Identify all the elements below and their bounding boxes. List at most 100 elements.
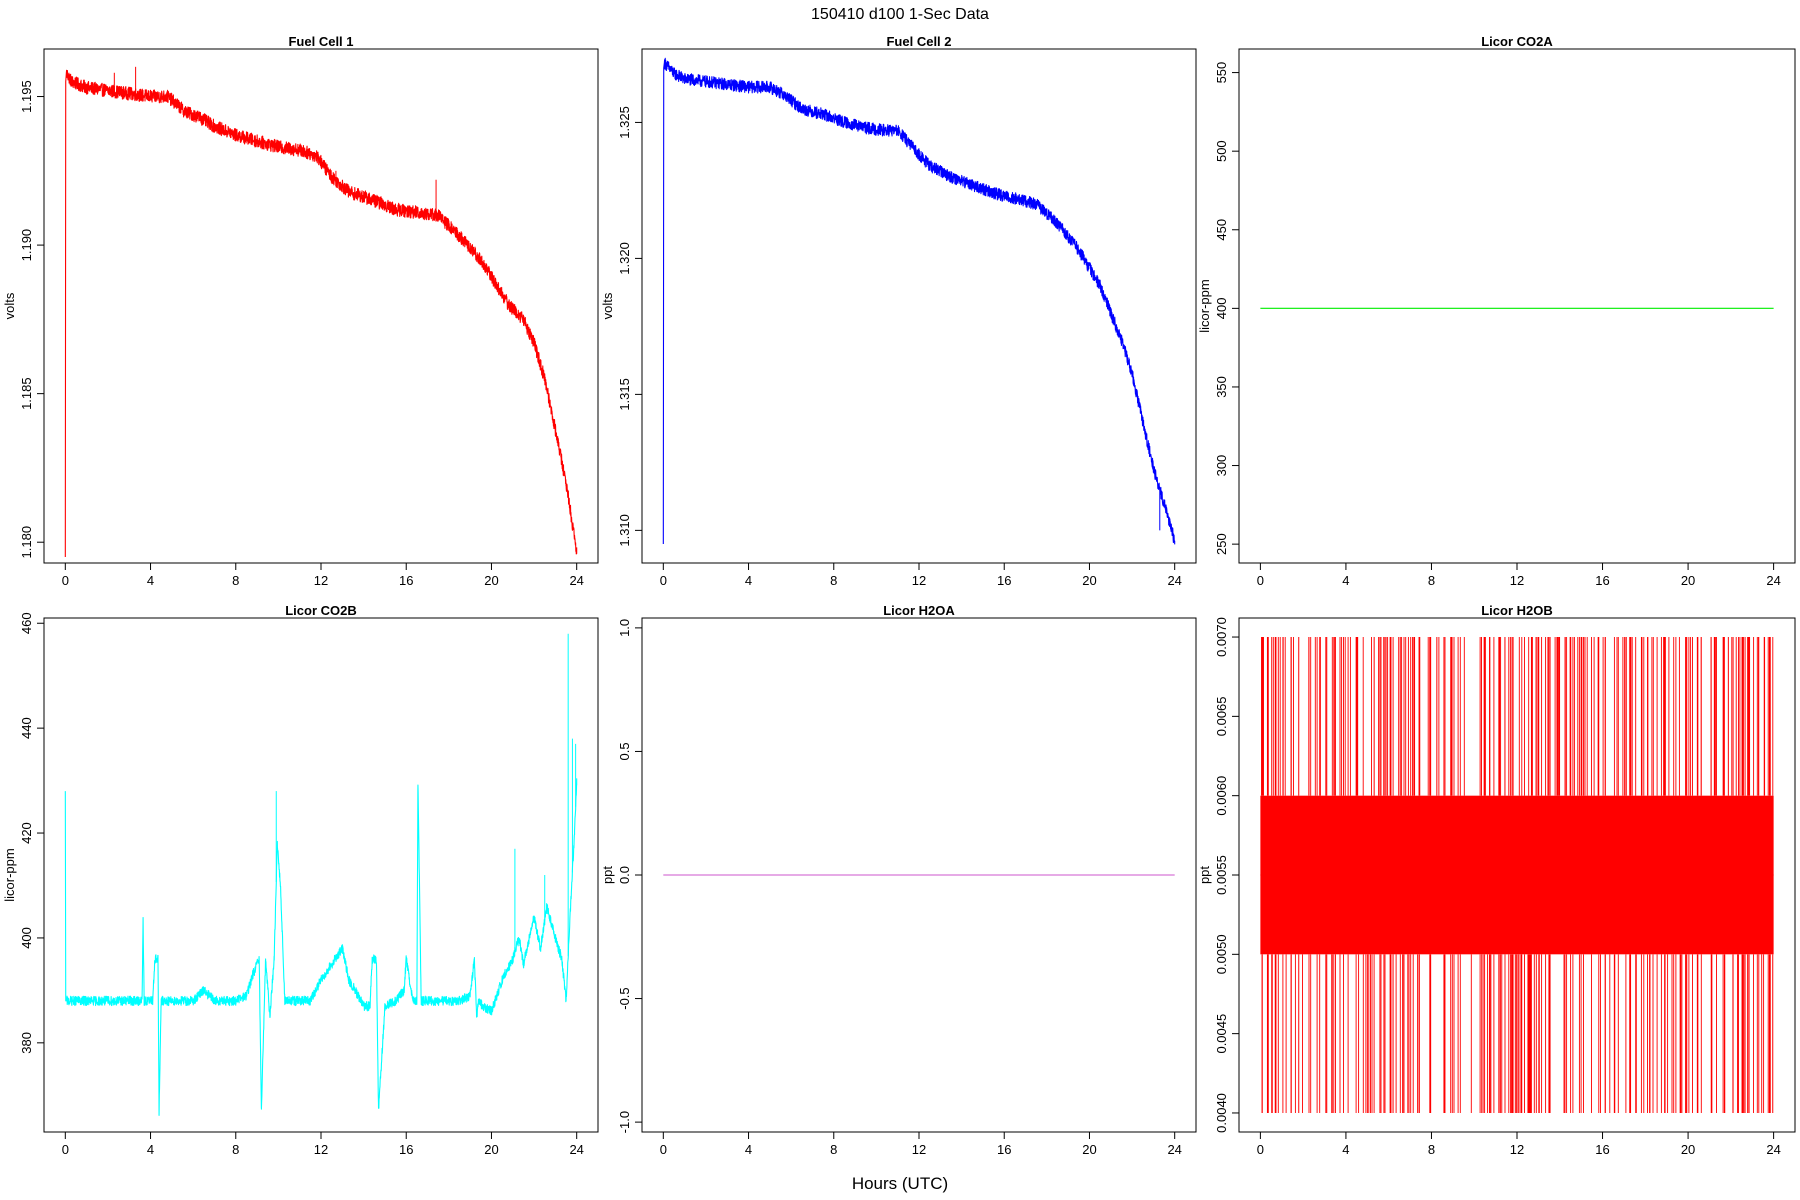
y-tick-label: 450 [1214, 219, 1229, 241]
x-tick-label: 4 [147, 573, 154, 588]
y-tick-label: 0.0070 [1214, 617, 1229, 657]
y-tick-label: 350 [1214, 376, 1229, 398]
y-axis-label: volts [2, 292, 17, 319]
x-tick-label: 8 [232, 573, 239, 588]
x-tick-label: 0 [1257, 1142, 1264, 1157]
x-tick-label: 16 [399, 1142, 413, 1157]
y-tick-label: -1.0 [617, 1111, 632, 1133]
x-tick-label: 4 [1342, 1142, 1349, 1157]
y-tick-label: 300 [1214, 455, 1229, 477]
y-axis-label: volts [600, 292, 615, 319]
chart-panel: Licor H2OB 0 4 8 12 16 20 24 0.0040 0.0045 0.0050 0… [1197, 603, 1796, 1157]
y-tick-label: 0.0065 [1214, 696, 1229, 736]
x-tick-label: 0 [62, 573, 69, 588]
x-tick-label: 0 [660, 1142, 667, 1157]
x-tick-label: 24 [1167, 573, 1181, 588]
x-tick-label: 8 [1428, 573, 1435, 588]
y-tick-label: 550 [1214, 62, 1229, 84]
panel-title: Licor CO2A [1481, 34, 1553, 49]
data-layer [64, 633, 578, 1116]
x-tick-label: 16 [1595, 1142, 1609, 1157]
y-tick-label: 380 [19, 1032, 34, 1054]
chart-panel: Licor CO2A 0 4 8 12 16 20 24 250 300 350 400 450 500 5… [1197, 34, 1796, 588]
panel-title: Licor H2OA [883, 603, 955, 618]
x-tick-label: 16 [997, 1142, 1011, 1157]
x-tick-label: 0 [660, 573, 667, 588]
panel-title: Fuel Cell 2 [886, 34, 951, 49]
y-tick-label: 1.315 [617, 378, 632, 411]
x-tick-label: 20 [1082, 573, 1096, 588]
x-tick-label: 0 [62, 1142, 69, 1157]
data-series-line [64, 778, 578, 1116]
y-axis-label: licor-ppm [2, 848, 17, 901]
x-tick-label: 20 [1681, 573, 1695, 588]
x-tick-label: 24 [1766, 1142, 1780, 1157]
y-tick-label: 0.0060 [1214, 776, 1229, 816]
x-tick-label: 24 [569, 1142, 583, 1157]
data-spikes [1261, 637, 1774, 1113]
x-tick-label: 8 [1428, 1142, 1435, 1157]
x-tick-label: 20 [484, 1142, 498, 1157]
y-tick-label: 1.185 [19, 377, 34, 410]
y-tick-label: 1.195 [19, 80, 34, 113]
data-series-line [662, 57, 1176, 545]
shared-x-axis-label: Hours (UTC) [852, 1174, 948, 1193]
x-tick-label: 12 [912, 573, 926, 588]
y-tick-label: 400 [1214, 298, 1229, 320]
chart-panel: Fuel Cell 2 0 4 8 12 16 20 24 1.310 1.315 1.320 1.3… [600, 34, 1197, 588]
chart-panel: Licor CO2B 0 4 8 12 16 20 24 380 400 420 440 460 lico… [2, 603, 599, 1157]
figure-title: 150410 d100 1-Sec Data [811, 6, 989, 23]
x-tick-label: 12 [1510, 1142, 1524, 1157]
x-tick-label: 8 [830, 573, 837, 588]
x-tick-label: 12 [314, 573, 328, 588]
data-layer [662, 57, 1176, 545]
y-tick-label: 0.0050 [1214, 934, 1229, 974]
y-tick-label: 1.325 [617, 106, 632, 139]
panel-title: Licor H2OB [1481, 603, 1553, 618]
y-tick-label: 1.0 [617, 619, 632, 637]
x-tick-label: 16 [1595, 573, 1609, 588]
x-tick-label: 8 [232, 1142, 239, 1157]
panel-title: Licor CO2B [285, 603, 357, 618]
y-tick-label: 0.0045 [1214, 1014, 1229, 1054]
y-tick-label: 0.5 [617, 742, 632, 760]
y-axis-label: licor-ppm [1197, 279, 1212, 332]
y-tick-label: 1.310 [617, 514, 632, 547]
chart-panel: Fuel Cell 1 0 4 8 12 16 20 24 1.180 1.185 1.190 1.1… [2, 34, 599, 588]
x-tick-label: 24 [1766, 573, 1780, 588]
panel-title: Fuel Cell 1 [288, 34, 353, 49]
x-tick-label: 20 [1082, 1142, 1096, 1157]
chart-panel: Licor H2OA 0 4 8 12 16 20 24 -1.0 -0.5 0.0 0.5 1.0 pp… [600, 603, 1197, 1157]
x-tick-label: 20 [484, 573, 498, 588]
panel-grid: Fuel Cell 1 0 4 8 12 16 20 24 1.180 1.185 1.190 1.1… [2, 34, 1796, 1157]
y-tick-label: 0.0 [617, 866, 632, 884]
y-tick-label: -0.5 [617, 987, 632, 1009]
x-tick-label: 4 [745, 573, 752, 588]
y-tick-label: 420 [19, 822, 34, 844]
x-tick-label: 20 [1681, 1142, 1695, 1157]
x-tick-label: 12 [1510, 573, 1524, 588]
y-tick-label: 1.190 [19, 229, 34, 262]
y-tick-label: 0.0040 [1214, 1093, 1229, 1133]
x-tick-label: 4 [147, 1142, 154, 1157]
data-series-line [64, 69, 578, 558]
y-tick-label: 500 [1214, 140, 1229, 162]
data-layer [64, 66, 578, 558]
x-tick-label: 8 [830, 1142, 837, 1157]
y-tick-label: 0.0055 [1214, 855, 1229, 895]
y-tick-label: 440 [19, 717, 34, 739]
x-tick-label: 12 [912, 1142, 926, 1157]
y-axis-label: ppt [600, 866, 615, 884]
y-tick-label: 250 [1214, 533, 1229, 555]
x-tick-label: 12 [314, 1142, 328, 1157]
y-tick-label: 1.180 [19, 526, 34, 559]
x-tick-label: 4 [1342, 573, 1349, 588]
x-tick-label: 4 [745, 1142, 752, 1157]
y-tick-label: 400 [19, 927, 34, 949]
x-tick-label: 16 [997, 573, 1011, 588]
data-layer [1260, 637, 1774, 1113]
y-axis-label: ppt [1197, 866, 1212, 884]
y-tick-label: 460 [19, 612, 34, 634]
y-tick-label: 1.320 [617, 242, 632, 275]
